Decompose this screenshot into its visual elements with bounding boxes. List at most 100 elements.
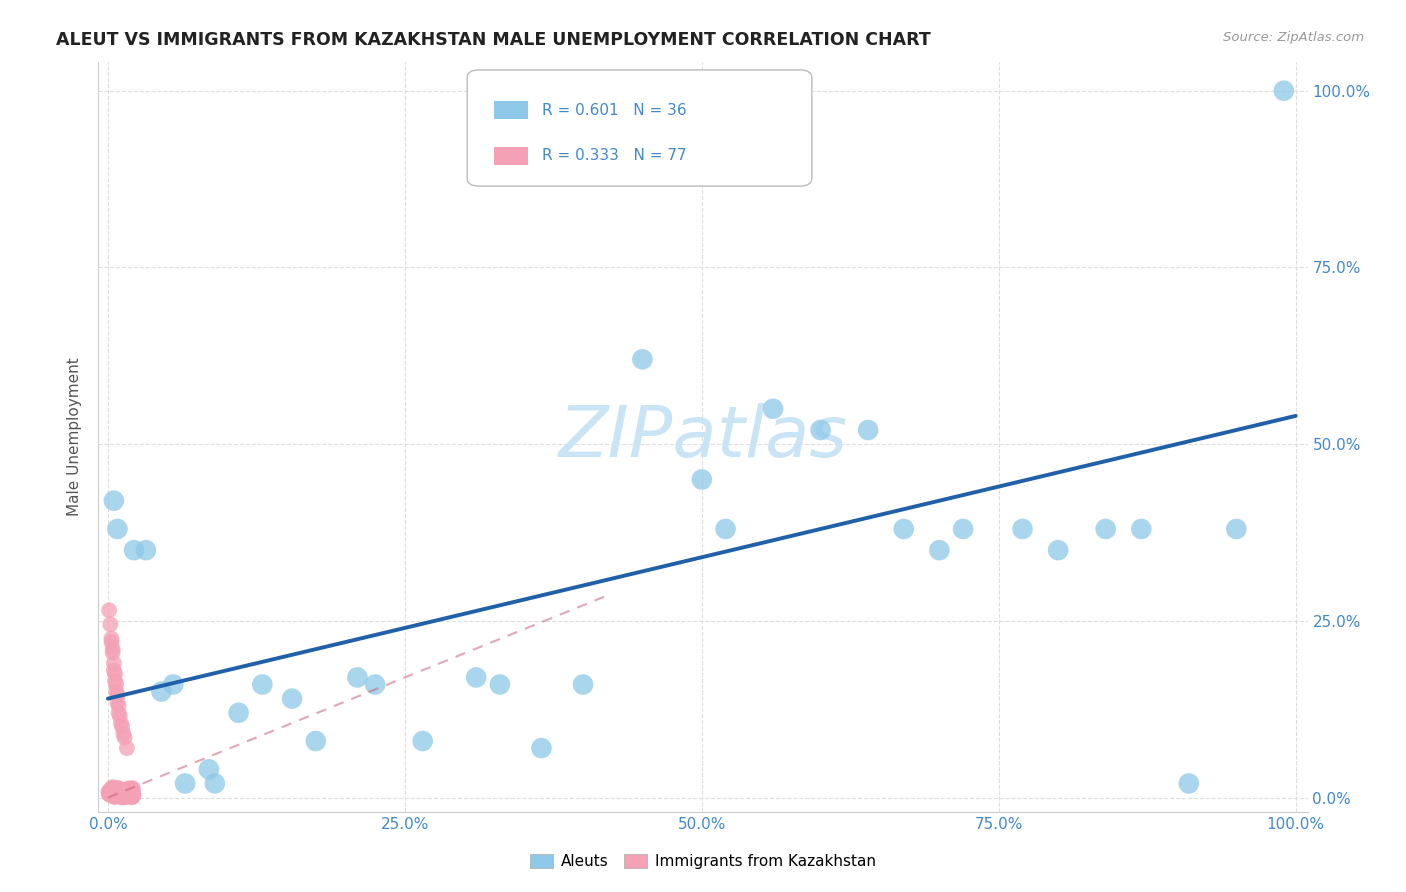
Point [856, 423, 879, 437]
Point [1272, 84, 1295, 98]
Point [104, 789, 127, 803]
Point [112, 787, 135, 801]
Point [98, 788, 121, 802]
Point [111, 785, 134, 799]
Point [110, 787, 132, 801]
Point [228, 706, 250, 720]
Point [114, 731, 136, 745]
Point [112, 782, 135, 797]
Point [108, 782, 131, 797]
Point [112, 789, 135, 804]
Point [121, 789, 143, 804]
Point [104, 666, 127, 681]
Point [103, 493, 125, 508]
Point [489, 677, 512, 691]
Point [893, 522, 915, 536]
Point [98, 784, 121, 798]
Point [135, 543, 157, 558]
Point [103, 789, 125, 804]
Point [104, 789, 127, 804]
Point [100, 632, 122, 646]
Point [115, 788, 138, 802]
Point [104, 783, 127, 797]
Point [114, 790, 136, 805]
Point [112, 727, 135, 741]
Point [121, 790, 143, 805]
Point [110, 787, 132, 801]
Point [100, 782, 122, 797]
FancyBboxPatch shape [494, 102, 527, 120]
Point [101, 787, 124, 801]
Point [107, 695, 129, 709]
Point [107, 698, 129, 713]
Point [117, 781, 139, 796]
Point [1047, 543, 1070, 558]
Point [162, 677, 184, 691]
Point [572, 677, 595, 691]
Point [1094, 522, 1116, 536]
Point [104, 673, 127, 688]
Point [412, 734, 434, 748]
Point [118, 782, 141, 797]
Point [364, 677, 387, 691]
Point [112, 789, 135, 804]
Point [98, 617, 121, 632]
Point [101, 782, 124, 797]
Point [174, 776, 197, 790]
Point [530, 741, 553, 756]
Point [252, 677, 274, 691]
Point [465, 670, 488, 684]
Point [105, 684, 128, 698]
Point [122, 543, 145, 558]
Point [110, 716, 132, 731]
Point [114, 784, 136, 798]
Point [122, 789, 145, 803]
Point [107, 706, 129, 720]
Point [101, 787, 124, 801]
FancyBboxPatch shape [467, 70, 811, 186]
Point [110, 785, 132, 799]
Point [120, 788, 142, 802]
Legend: Aleuts, Immigrants from Kazakhstan: Aleuts, Immigrants from Kazakhstan [524, 848, 882, 875]
Point [115, 741, 138, 756]
Point [115, 789, 138, 803]
Point [112, 790, 135, 805]
Point [112, 787, 135, 801]
Text: ZIPatlas: ZIPatlas [558, 402, 848, 472]
FancyBboxPatch shape [494, 147, 527, 165]
Point [714, 522, 737, 536]
Text: ALEUT VS IMMIGRANTS FROM KAZAKHSTAN MALE UNEMPLOYMENT CORRELATION CHART: ALEUT VS IMMIGRANTS FROM KAZAKHSTAN MALE… [56, 31, 931, 49]
Point [101, 780, 124, 795]
Point [101, 784, 124, 798]
Point [104, 783, 127, 797]
Point [204, 776, 226, 790]
Point [101, 646, 124, 660]
Point [121, 781, 143, 796]
Point [281, 691, 304, 706]
Text: Source: ZipAtlas.com: Source: ZipAtlas.com [1223, 31, 1364, 45]
Point [118, 789, 141, 804]
Point [111, 790, 134, 805]
Point [100, 782, 122, 797]
Point [346, 670, 368, 684]
Point [104, 789, 127, 804]
Point [107, 688, 129, 702]
Point [117, 786, 139, 800]
Point [928, 543, 950, 558]
Y-axis label: Male Unemployment: Male Unemployment [67, 358, 83, 516]
Point [120, 781, 142, 796]
Point [107, 522, 129, 536]
Point [810, 423, 832, 437]
Point [111, 720, 134, 734]
Point [103, 657, 125, 671]
Text: R = 0.333   N = 77: R = 0.333 N = 77 [543, 148, 686, 163]
Point [108, 709, 131, 723]
Point [103, 664, 125, 678]
Point [631, 352, 654, 367]
Point [1011, 522, 1033, 536]
Point [100, 635, 122, 649]
Point [122, 788, 145, 802]
Point [690, 473, 713, 487]
Point [105, 784, 128, 798]
Point [1178, 776, 1201, 790]
